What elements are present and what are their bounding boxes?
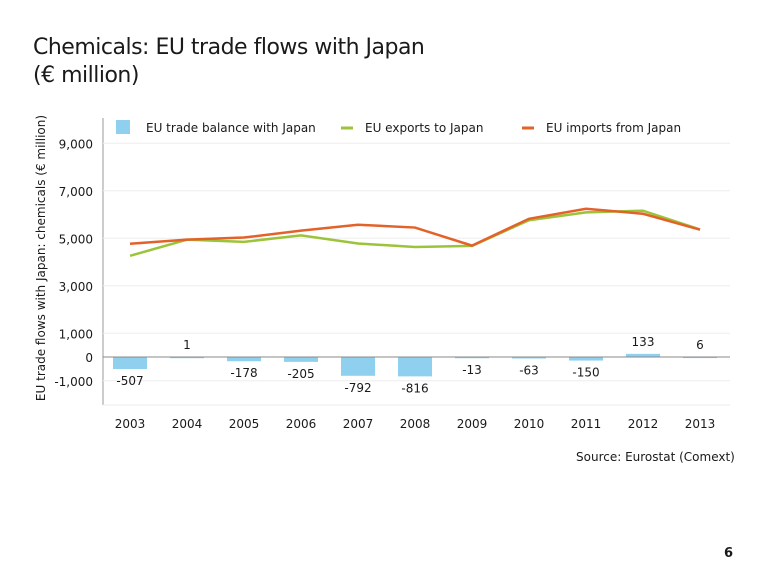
y-tick-label: 9,000: [59, 137, 93, 151]
title-line-1: Chemicals: EU trade flows with Japan: [33, 35, 425, 60]
x-tick-label: 2009: [457, 417, 488, 431]
y-tick-label: 7,000: [59, 185, 93, 199]
balance-bar: [170, 356, 204, 359]
bar-data-label: -178: [230, 366, 257, 380]
bar-data-label: -13: [462, 363, 482, 377]
y-tick-label: 1,000: [59, 327, 93, 341]
x-tick-label: 2004: [172, 417, 203, 431]
x-tick-label: 2008: [400, 417, 431, 431]
x-tick-label: 2011: [571, 417, 602, 431]
x-tick-label: 2013: [685, 417, 716, 431]
balance-bar: [626, 353, 660, 357]
y-tick-label: 5,000: [59, 232, 93, 246]
legend-label-balance: EU trade balance with Japan: [146, 121, 316, 135]
slide-title: Chemicals: EU trade flows with Japan (€ …: [33, 34, 425, 90]
y-tick-label: -1,000: [54, 375, 93, 389]
bar-data-label: 133: [632, 335, 655, 349]
bar-data-label: -63: [519, 363, 539, 377]
title-line-2: (€ million): [33, 63, 139, 88]
bar-data-label: 6: [696, 338, 704, 352]
bar-data-label: -205: [287, 367, 314, 381]
page-number: 6: [724, 546, 734, 561]
balance-bar: [455, 357, 489, 359]
bar-data-label: -507: [116, 374, 143, 388]
balance-bar: [512, 357, 546, 359]
legend-label-exports: EU exports to Japan: [365, 121, 483, 135]
y-tick-label: 0: [85, 351, 93, 365]
exports-line: [129, 209, 701, 258]
balance-bar: [227, 357, 261, 362]
x-tick-label: 2012: [628, 417, 659, 431]
balance-bar: [398, 357, 432, 377]
bar-data-label: -792: [344, 381, 371, 395]
balance-bar: [113, 357, 147, 370]
x-tick-label: 2010: [514, 417, 545, 431]
balance-bar: [569, 357, 603, 361]
bar-data-label: 1: [183, 338, 191, 352]
source-note: Source: Eurostat (Comext): [576, 450, 735, 464]
bar-data-label: -816: [401, 381, 428, 395]
legend-swatch-balance: [116, 120, 130, 134]
x-tick-label: 2005: [229, 417, 260, 431]
bar-data-label: -150: [572, 366, 599, 380]
y-axis-title: EU trade flows with Japan: chemicals (€ …: [34, 115, 48, 401]
balance-bar: [284, 357, 318, 362]
balance-bar: [341, 357, 375, 376]
x-tick-label: 2007: [343, 417, 374, 431]
x-tick-label: 2003: [115, 417, 146, 431]
legend-label-imports: EU imports from Japan: [546, 121, 681, 135]
x-tick-label: 2006: [286, 417, 317, 431]
y-tick-label: 3,000: [59, 280, 93, 294]
